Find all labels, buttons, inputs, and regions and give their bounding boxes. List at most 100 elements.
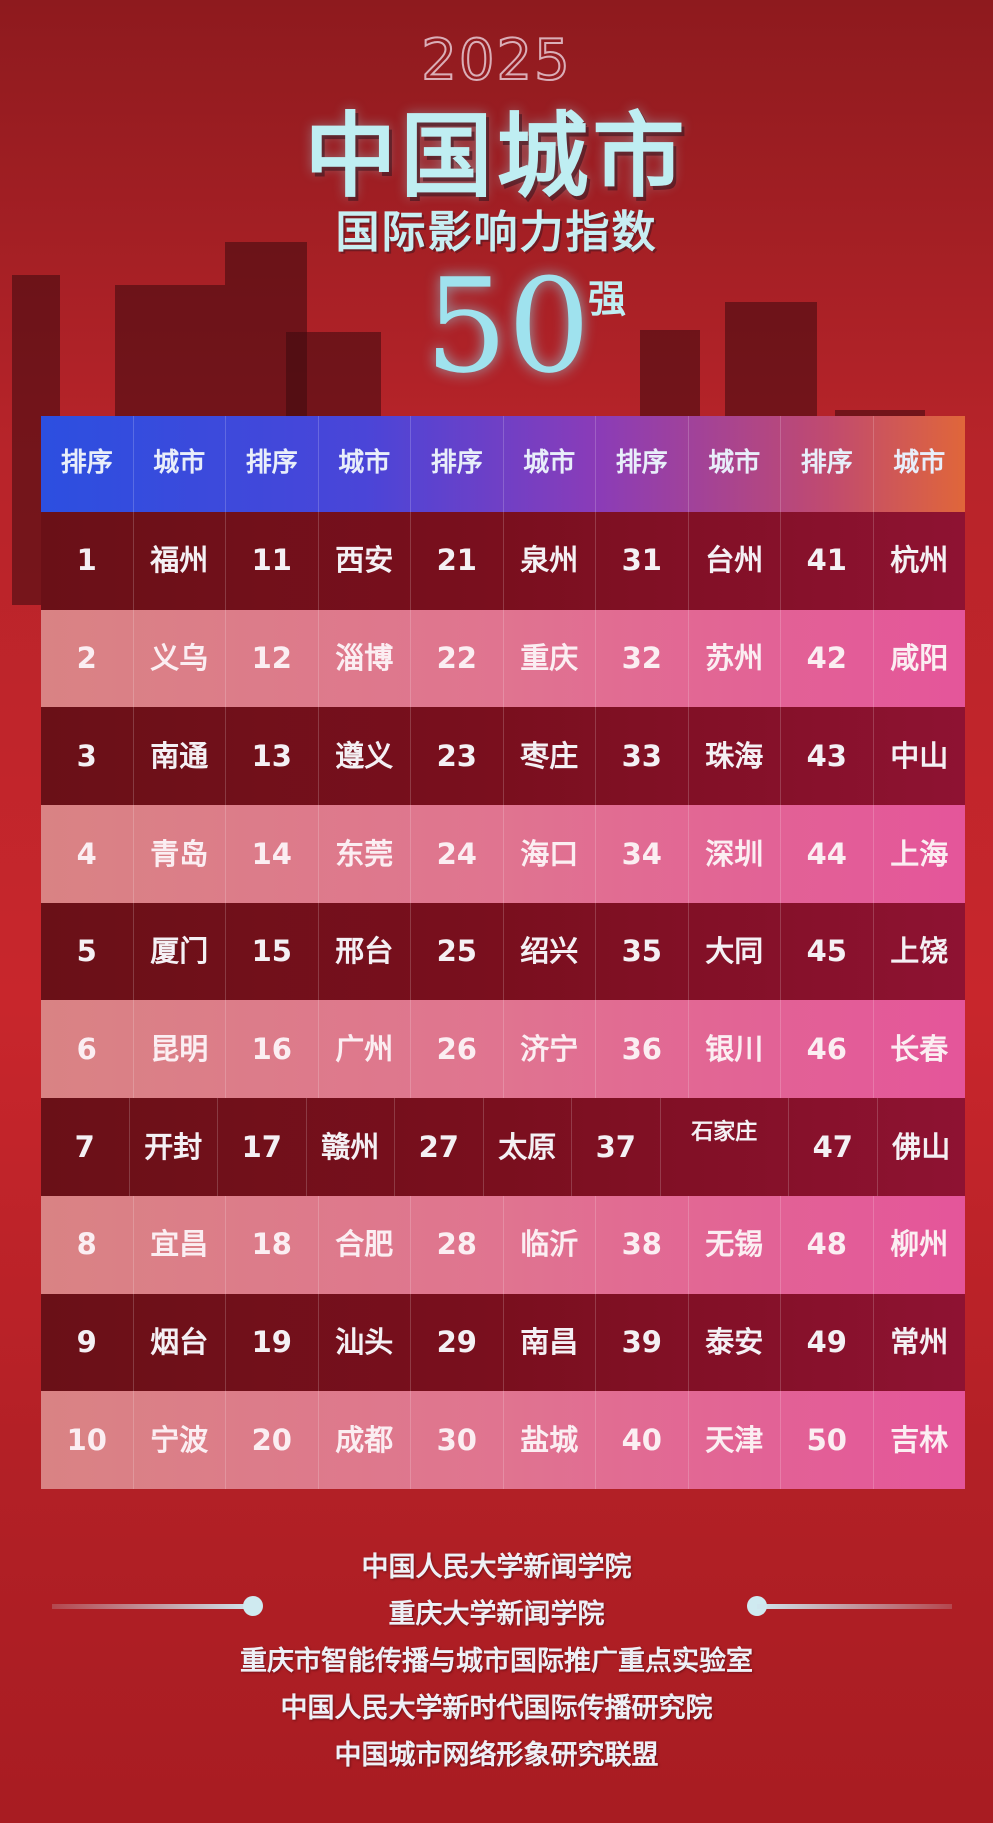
rank-cell: 19 xyxy=(226,1293,319,1392)
city-cell: 厦门 xyxy=(134,902,226,1001)
table-row: 1 福州 11 西安 21 泉州 31 台州 41 杭州 xyxy=(41,512,965,610)
decorative-line-right xyxy=(757,1604,952,1609)
rank-cell: 41 xyxy=(781,512,874,610)
city-cell: 临沂 xyxy=(504,1195,596,1294)
rank-cell: 24 xyxy=(411,805,504,903)
rank-cell: 47 xyxy=(789,1098,878,1196)
rank-cell: 9 xyxy=(41,1293,134,1392)
title-number: 50 xyxy=(425,250,591,402)
rank-cell: 16 xyxy=(226,1000,319,1099)
rank-cell: 2 xyxy=(41,609,134,708)
rank-cell: 44 xyxy=(781,805,874,903)
table-row: 6 昆明 16 广州 26 济宁 36 银川 46 长春 xyxy=(41,1000,965,1099)
rank-cell: 48 xyxy=(781,1195,874,1294)
header-rank: 排序 xyxy=(226,416,319,512)
rank-cell: 11 xyxy=(226,512,319,610)
city-cell: 无锡 xyxy=(689,1195,781,1294)
header-rank: 排序 xyxy=(411,416,504,512)
city-cell: 南昌 xyxy=(504,1293,596,1392)
rank-cell: 32 xyxy=(596,609,689,708)
title-year: 2025 xyxy=(420,27,572,94)
rank-cell: 4 xyxy=(41,805,134,903)
rank-cell: 25 xyxy=(411,902,504,1001)
rank-cell: 17 xyxy=(218,1098,307,1196)
table-row: 3 南通 13 遵义 23 枣庄 33 珠海 43 中山 xyxy=(41,707,965,806)
rank-cell: 39 xyxy=(596,1293,689,1392)
rank-cell: 46 xyxy=(781,1000,874,1099)
title-suffix: 强 xyxy=(588,277,627,321)
rank-cell: 42 xyxy=(781,609,874,708)
city-cell: 淄博 xyxy=(319,609,411,708)
organizer: 中国人民大学新闻学院 xyxy=(361,1552,632,1583)
city-cell: 赣州 xyxy=(307,1098,395,1196)
rank-cell: 6 xyxy=(41,1000,134,1099)
page-title: 中国城市 xyxy=(304,103,689,210)
table-row: 10 宁波 20 成都 30 盐城 40 天津 50 吉林 xyxy=(41,1391,965,1489)
rank-cell: 29 xyxy=(411,1293,504,1392)
rank-cell: 30 xyxy=(411,1391,504,1489)
city-cell: 咸阳 xyxy=(890,641,949,676)
rank-cell: 1 xyxy=(41,512,134,610)
ranking-table: 排序 城市 排序 城市 排序 城市 排序 城市 排序 城市 1 福州 11 西安 21 泉州 31 台州 41 杭州… xyxy=(41,416,965,1489)
rank-cell: 37 xyxy=(572,1098,661,1196)
city-cell: 重庆 xyxy=(504,609,596,708)
page-subtitle: 国际影响力指数 xyxy=(335,207,658,258)
rank-cell: 14 xyxy=(226,805,319,903)
table-row: 9 烟台 19 汕头 29 南昌 39 泰安 49 常州 xyxy=(41,1293,965,1392)
organizer-list: 中国人民大学新闻学院 重庆大学新闻学院 重庆市智能传播与城市国际推广重点实验室 … xyxy=(0,1544,993,1779)
rank-cell: 28 xyxy=(411,1195,504,1294)
rank-cell: 26 xyxy=(411,1000,504,1099)
rank-cell: 5 xyxy=(41,902,134,1001)
city-cell: 盐城 xyxy=(504,1391,596,1489)
city-cell: 合肥 xyxy=(319,1195,411,1294)
city-cell: 银川 xyxy=(689,1000,781,1099)
city-cell: 长春 xyxy=(890,1031,949,1066)
city-cell: 宜昌 xyxy=(134,1195,226,1294)
rank-cell: 15 xyxy=(226,902,319,1001)
city-cell: 宁波 xyxy=(134,1391,226,1489)
city-cell: 珠海 xyxy=(689,707,781,806)
rank-cell: 7 xyxy=(41,1098,130,1196)
city-cell: 石家庄 xyxy=(661,1098,789,1196)
city-cell: 广州 xyxy=(319,1000,411,1099)
rank-cell: 50 xyxy=(781,1391,874,1489)
header-rank: 排序 xyxy=(41,416,134,512)
city-cell: 苏州 xyxy=(689,609,781,708)
header-rank: 排序 xyxy=(596,416,689,512)
rank-cell: 20 xyxy=(226,1391,319,1489)
rank-cell: 34 xyxy=(596,805,689,903)
city-cell: 邢台 xyxy=(319,902,411,1001)
city-cell: 台州 xyxy=(689,512,781,610)
city-cell: 烟台 xyxy=(134,1293,226,1392)
header-city: 城市 xyxy=(134,416,226,512)
city-cell: 吉林 xyxy=(890,1422,949,1457)
organizer: 重庆大学新闻学院 xyxy=(388,1599,605,1630)
decorative-dot-left xyxy=(243,1596,263,1616)
rank-cell: 45 xyxy=(781,902,874,1001)
city-cell: 义乌 xyxy=(134,609,226,708)
rank-cell: 36 xyxy=(596,1000,689,1099)
rank-cell: 33 xyxy=(596,707,689,806)
rank-cell: 40 xyxy=(596,1391,689,1489)
rank-cell: 31 xyxy=(596,512,689,610)
city-cell: 开封 xyxy=(130,1098,218,1196)
header-city: 城市 xyxy=(689,416,781,512)
city-cell: 上饶 xyxy=(890,934,949,969)
table-row: 8 宜昌 18 合肥 28 临沂 38 无锡 48 柳州 xyxy=(41,1195,965,1294)
city-cell: 济宁 xyxy=(504,1000,596,1099)
city-cell: 柳州 xyxy=(890,1227,949,1262)
rank-cell: 38 xyxy=(596,1195,689,1294)
rank-cell: 12 xyxy=(226,609,319,708)
city-cell: 泰安 xyxy=(689,1293,781,1392)
rank-cell: 10 xyxy=(41,1391,134,1489)
decorative-line-left xyxy=(52,1604,252,1609)
city-cell: 佛山 xyxy=(892,1129,951,1164)
city-cell: 青岛 xyxy=(134,805,226,903)
header-city: 城市 xyxy=(893,448,946,479)
city-cell: 遵义 xyxy=(319,707,411,806)
city-cell: 南通 xyxy=(134,707,226,806)
city-cell: 深圳 xyxy=(689,805,781,903)
rank-cell: 3 xyxy=(41,707,134,806)
table-row: 4 青岛 14 东莞 24 海口 34 深圳 44 上海 xyxy=(41,805,965,903)
rank-cell: 35 xyxy=(596,902,689,1001)
